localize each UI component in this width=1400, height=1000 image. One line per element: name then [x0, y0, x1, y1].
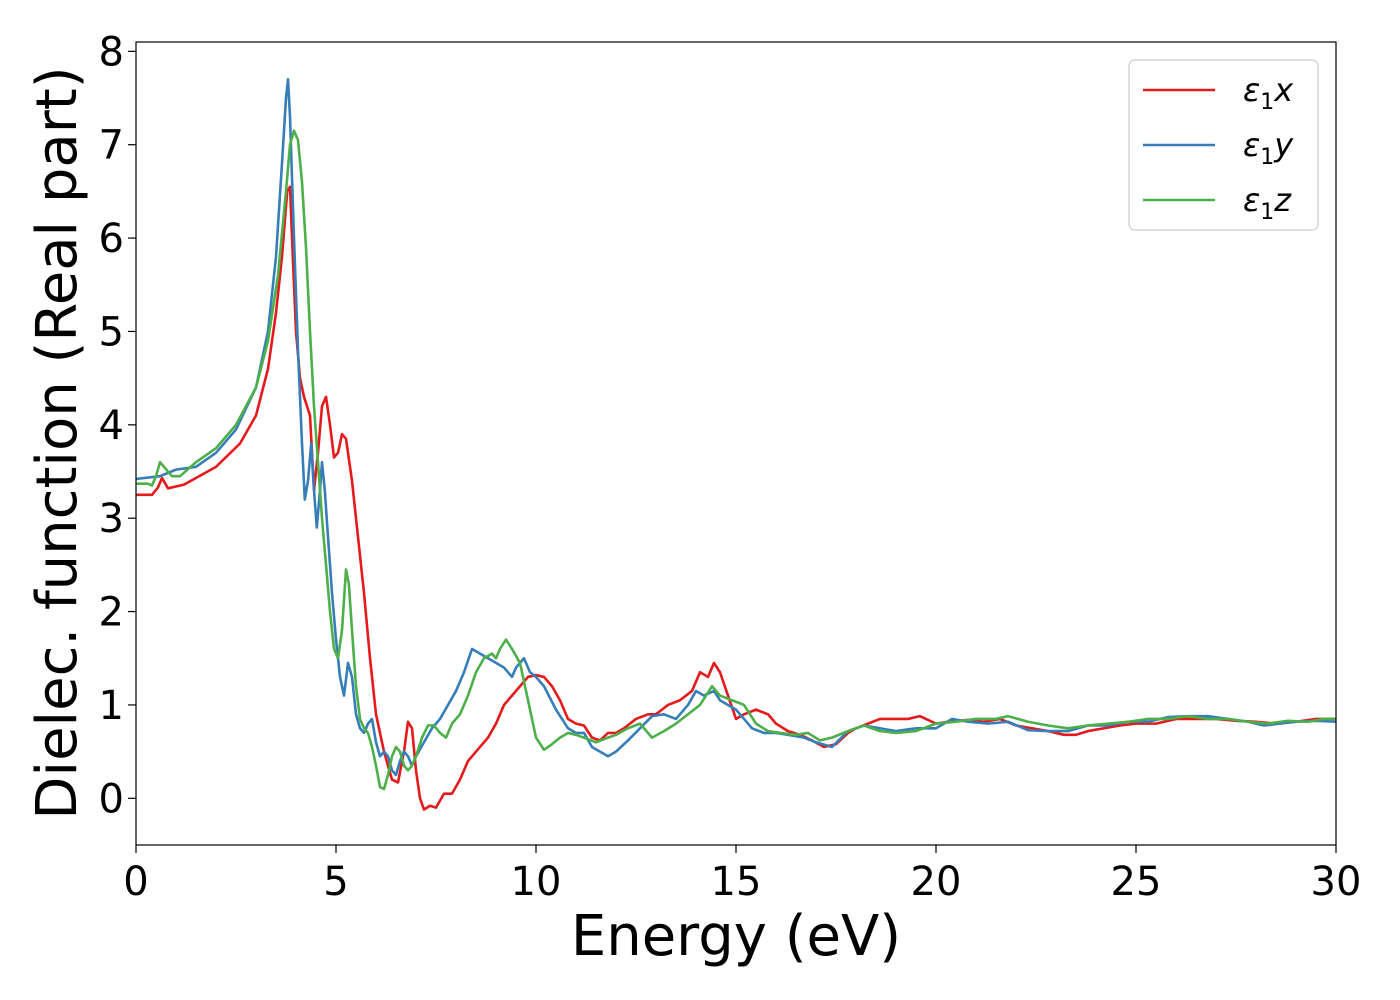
x-tick-label: 20 [911, 859, 962, 905]
series-line-z [136, 129, 1336, 791]
y-tick-label: 7 [99, 123, 124, 169]
y-tick-label: 1 [99, 683, 124, 729]
series-line-x [136, 185, 1336, 811]
y-tick-label: 3 [99, 496, 124, 542]
y-axis-title: Dielec. function (Real part) [25, 66, 90, 819]
y-tick-label: 4 [99, 403, 124, 449]
series-layer [136, 78, 1336, 811]
x-axis: 0 5 10 15 20 25 30 [123, 845, 1361, 905]
y-tick-label: 5 [99, 309, 124, 355]
x-tick-label: 25 [1111, 859, 1162, 905]
x-tick-label: 0 [123, 859, 148, 905]
x-tick-label: 5 [323, 859, 348, 905]
y-tick-label: 2 [99, 590, 124, 636]
y-tick-label: 8 [99, 29, 124, 75]
series-line-y [136, 78, 1336, 777]
x-tick-label: 15 [711, 859, 762, 905]
y-tick-label: 0 [99, 776, 124, 822]
x-tick-label: 10 [511, 859, 562, 905]
x-tick-label: 30 [1311, 859, 1362, 905]
legend-label-z: ε1z [1243, 181, 1292, 225]
y-axis: 0 1 2 3 4 5 6 7 8 [99, 29, 136, 822]
legend-box [1128, 59, 1319, 231]
legend-label-x: ε1x [1243, 71, 1294, 115]
legend-label-y: ε1y [1243, 126, 1294, 170]
legend: ε1x ε1y ε1z [1128, 59, 1319, 231]
x-axis-title: Energy (eV) [571, 904, 901, 969]
y-tick-label: 6 [99, 216, 124, 262]
